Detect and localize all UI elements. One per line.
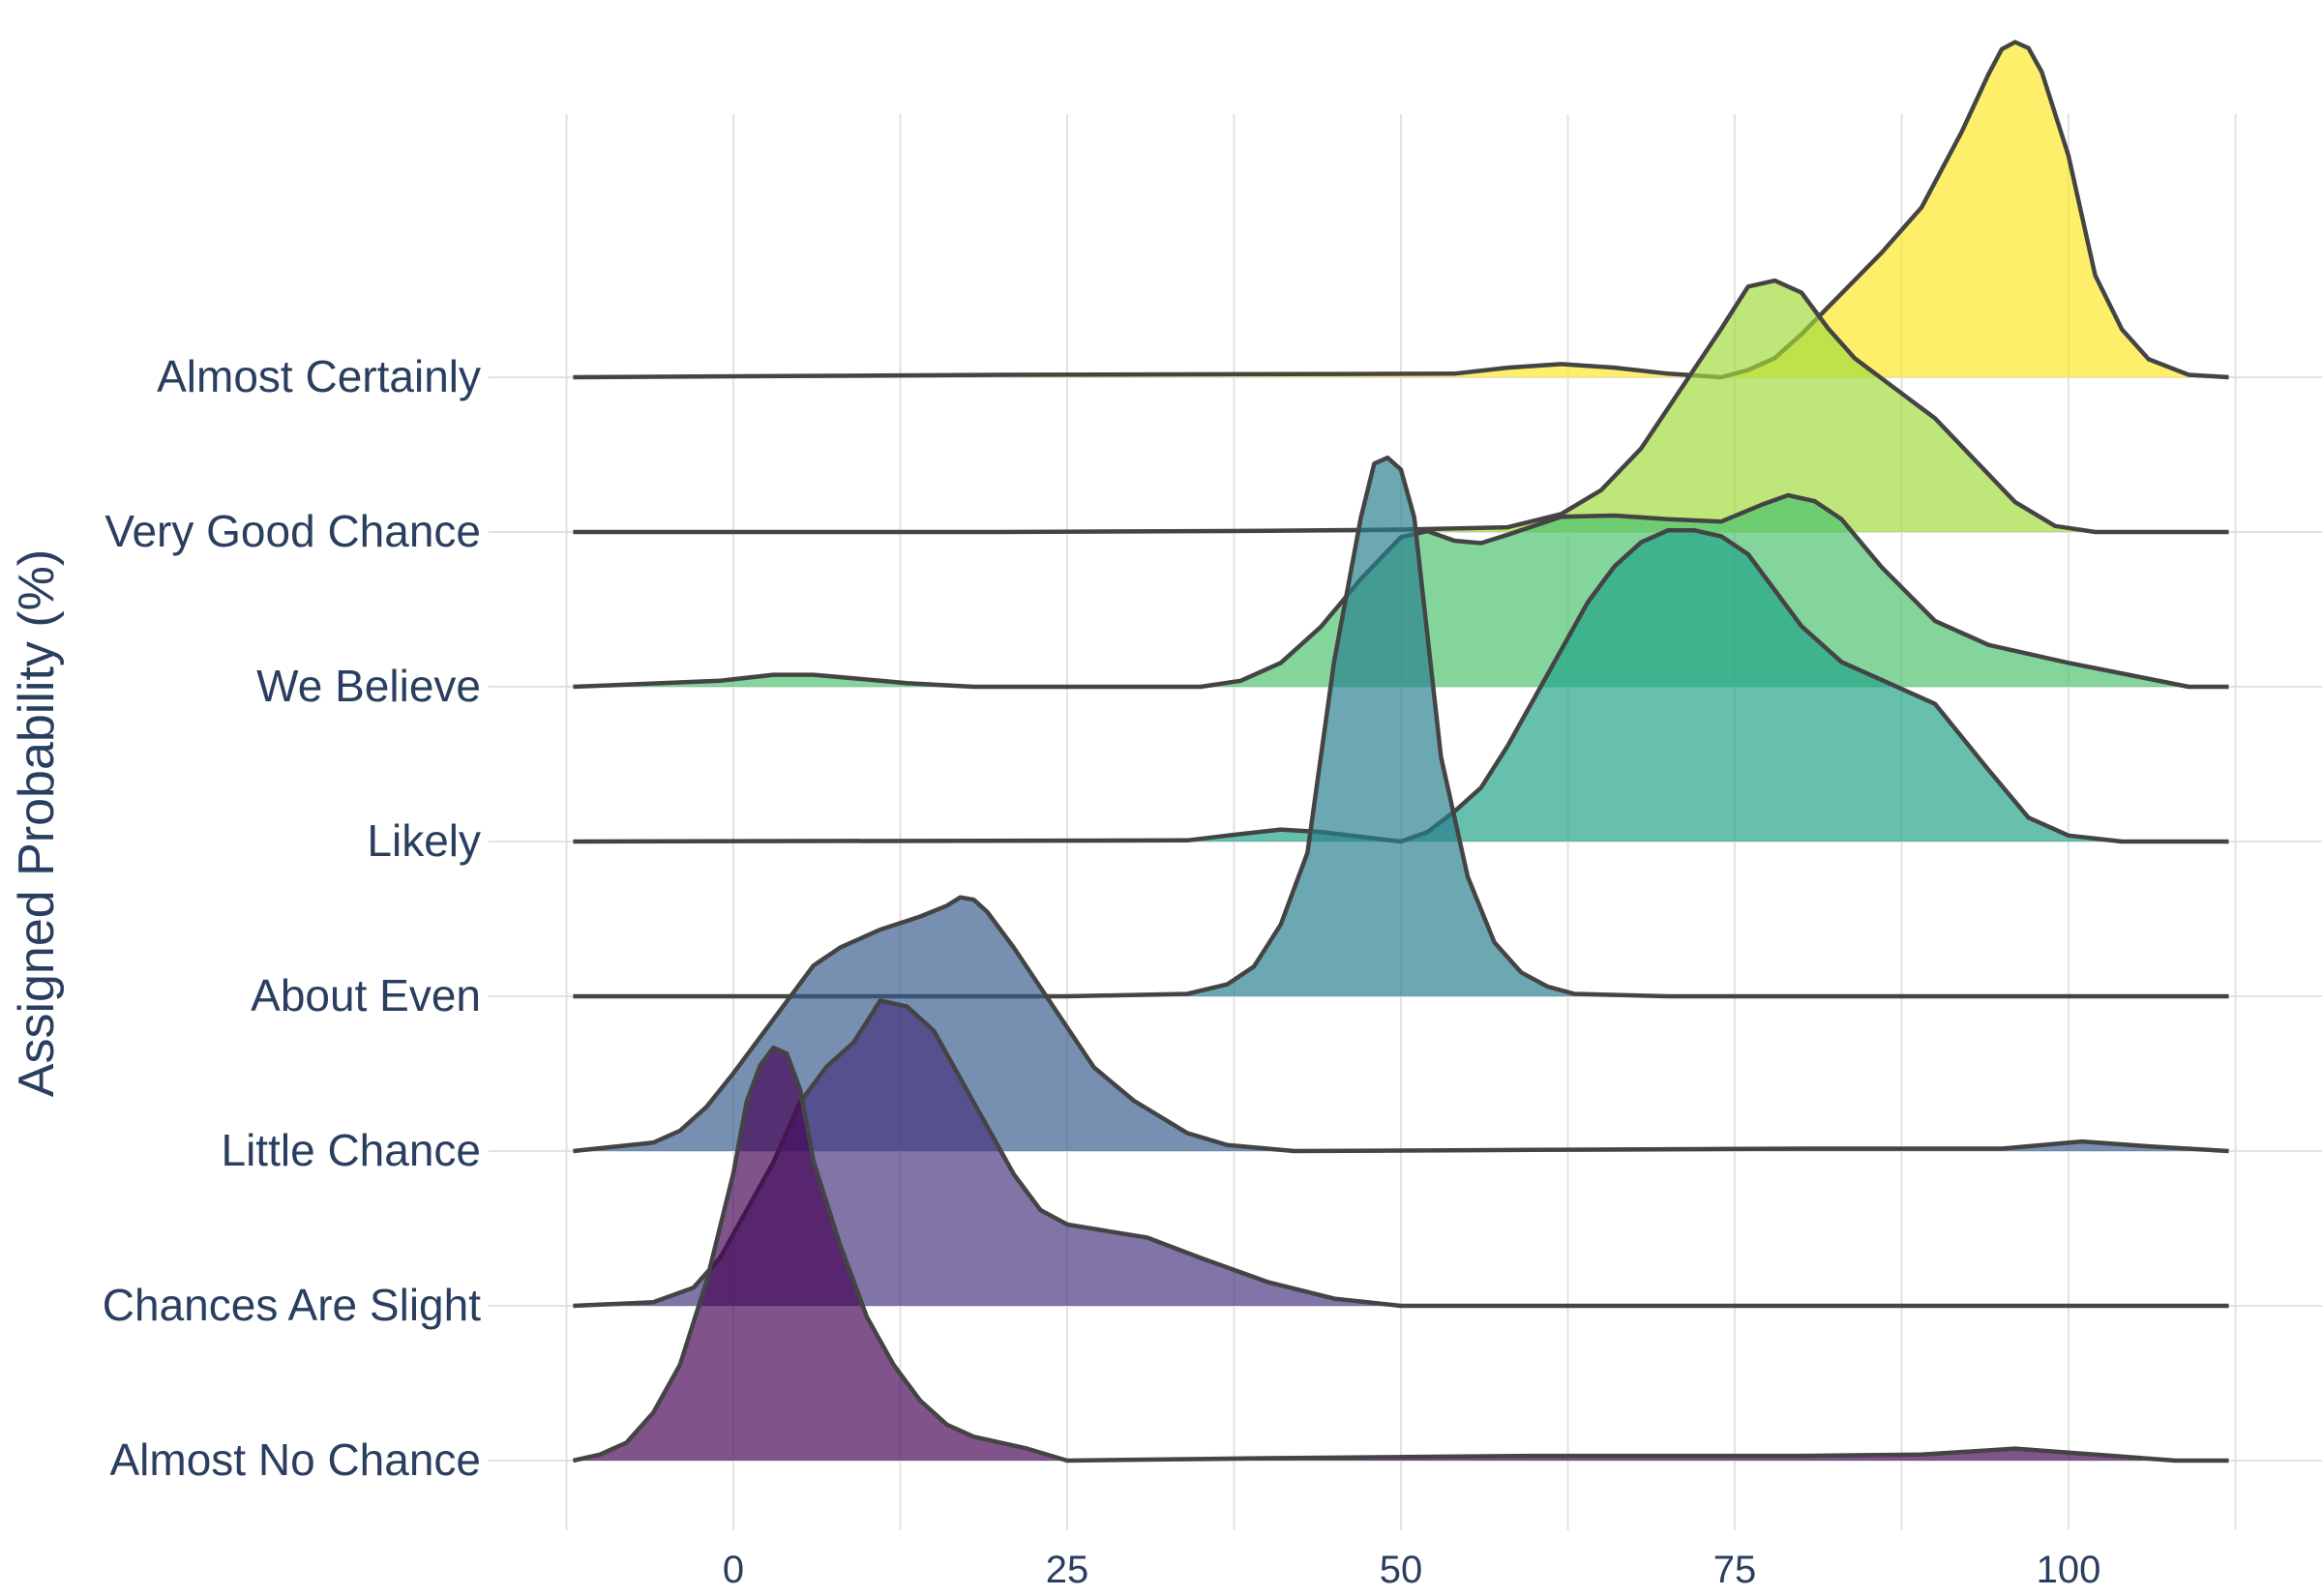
- y-tick-label: Almost No Chance: [110, 1434, 482, 1485]
- y-tick-label: We Believe: [256, 661, 481, 711]
- y-tick-label: Likely: [367, 815, 481, 866]
- ridge-line-about-even: [573, 455, 2229, 999]
- ridge-fill-about-even: [573, 458, 2229, 996]
- ridge-fill-chances-are-slight: [573, 1000, 2229, 1306]
- ridge-fill-almost-no-chance: [573, 1048, 2229, 1461]
- y-tick-label: Little Chance: [222, 1125, 482, 1175]
- x-tick-label: 0: [723, 1549, 744, 1591]
- ridge-line-little-chance: [573, 895, 2229, 1154]
- ridge-line-almost-certainly: [573, 40, 2229, 380]
- ridges: [572, 40, 2229, 1463]
- ridge-line-we-believe: [573, 492, 2229, 690]
- y-tick-labels: Almost No Chance Chances Are Slight Little…: [103, 351, 481, 1485]
- y-tick-label: Almost Certainly: [157, 351, 481, 401]
- ridge-line-almost-no-chance: [572, 1045, 2229, 1463]
- ridge-fill-likely: [573, 530, 2229, 842]
- ridge-fill-little-chance: [573, 897, 2229, 1151]
- x-tick-label: 25: [1046, 1549, 1089, 1591]
- x-tick-labels: 0 25 50 75 100: [723, 1549, 2101, 1591]
- y-tick-label: Chances Are Slight: [103, 1280, 481, 1330]
- ridge-line-very-good-chance: [573, 278, 2229, 535]
- y-tick-label: About Even: [251, 970, 481, 1020]
- y-tick-label: Very Good Chance: [104, 506, 481, 556]
- ridge-fill-very-good-chance: [573, 281, 2229, 532]
- x-tick-label: 50: [1380, 1549, 1423, 1591]
- x-tick-label: 75: [1713, 1549, 1757, 1591]
- y-axis-title: Assigned Probability (%): [9, 549, 65, 1097]
- x-tick-label: 100: [2037, 1549, 2101, 1591]
- ridge-fill-almost-certainly: [573, 42, 2229, 377]
